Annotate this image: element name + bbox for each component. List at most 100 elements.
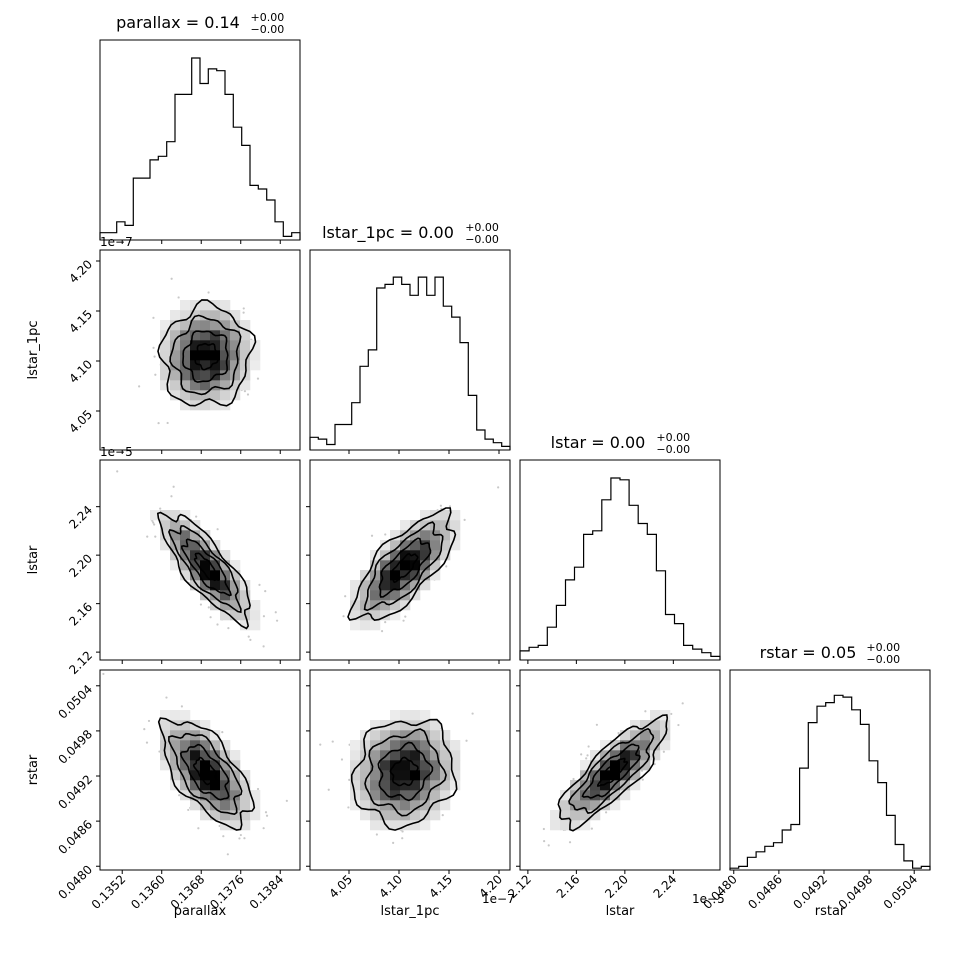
density-cell <box>210 320 221 331</box>
density-cell <box>220 550 231 561</box>
title-upper-error: +0.00 <box>866 641 900 654</box>
density-cell <box>370 730 381 741</box>
sample-point <box>158 750 161 753</box>
density-cell <box>430 730 441 741</box>
sample-point <box>221 731 224 734</box>
sample-point <box>380 630 384 633</box>
density-cell <box>410 580 421 591</box>
sample-point <box>384 533 387 536</box>
sample-point <box>165 696 168 699</box>
contour-line <box>192 756 219 787</box>
density-cell <box>220 380 231 391</box>
y-axis-label-rstar: rstar <box>26 754 41 785</box>
density-cell <box>190 320 201 331</box>
sample-point <box>199 603 203 606</box>
density-cell <box>450 780 461 791</box>
panel-frame-2-1 <box>309 459 511 661</box>
density-cell <box>380 770 391 781</box>
y-axis-label-lstar: lstar <box>26 545 41 574</box>
density-cell <box>220 320 231 331</box>
density-cell <box>570 790 581 801</box>
contour-line <box>168 732 243 816</box>
sample-point <box>331 740 334 743</box>
y-tick-label: 4.15 <box>66 307 95 336</box>
density-cell <box>620 780 631 791</box>
density-cell <box>160 350 171 361</box>
x-tick-label: 0.1384 <box>247 872 287 912</box>
density-cell <box>240 350 251 361</box>
density-cell <box>220 360 231 371</box>
density-cell <box>560 790 571 801</box>
density-cell <box>410 710 421 721</box>
density-cell <box>380 720 391 731</box>
density-cell <box>370 820 381 831</box>
contour-line <box>168 525 242 614</box>
density-cell <box>430 810 441 821</box>
density-cell <box>190 300 201 311</box>
density-cell <box>370 720 381 731</box>
density-cell <box>250 790 261 801</box>
density-cell <box>380 600 391 611</box>
density-cell <box>160 710 171 721</box>
contour-line <box>179 743 230 801</box>
density-cell <box>180 400 191 411</box>
sample-point <box>392 841 395 845</box>
density-cell <box>580 760 591 771</box>
density-cell <box>190 790 201 801</box>
x-axis-label-rstar: rstar <box>815 904 846 919</box>
density-cell <box>570 780 581 791</box>
density-cell <box>190 330 201 341</box>
density-cell <box>220 390 231 401</box>
density-cell <box>190 360 201 371</box>
density-cell <box>190 800 201 811</box>
density-cell <box>190 560 201 571</box>
density-cell <box>370 800 381 811</box>
density-cell <box>440 540 451 551</box>
density-cell <box>230 560 241 571</box>
density-cell <box>200 750 211 761</box>
density-cell <box>430 560 441 571</box>
density-cell <box>360 790 371 801</box>
density-cell <box>410 530 421 541</box>
sample-point <box>580 753 583 756</box>
density-cell <box>240 770 251 781</box>
density-cell <box>170 390 181 401</box>
density-cell <box>180 720 191 731</box>
density-cell <box>420 570 431 581</box>
density-cell <box>550 820 561 831</box>
sample-point <box>222 835 225 838</box>
sample-point <box>227 626 230 630</box>
density-cell <box>390 800 401 811</box>
density-cell <box>160 380 171 391</box>
sample-point <box>146 535 149 538</box>
density-cell <box>440 800 451 811</box>
density-cell <box>210 740 221 751</box>
density-cell <box>210 360 221 371</box>
density-cell <box>400 770 411 781</box>
density-cell <box>420 790 431 801</box>
density-panel-3-1 <box>319 710 474 845</box>
sample-point <box>170 277 173 280</box>
density-panel-3-2 <box>542 702 684 847</box>
density-cell <box>230 580 241 591</box>
density-cell <box>150 510 161 521</box>
y-tick-label: 2.12 <box>66 648 95 677</box>
density-cell <box>200 810 211 821</box>
density-cell <box>170 310 181 321</box>
density-cell <box>620 730 631 741</box>
sample-point <box>256 787 260 791</box>
panel-frame-2-2 <box>519 459 721 661</box>
density-cell <box>170 360 181 371</box>
density-cell <box>160 520 171 531</box>
density-cell <box>220 370 231 381</box>
sample-point <box>448 505 452 508</box>
sample-point <box>157 422 160 425</box>
density-cell <box>210 570 221 581</box>
sample-point <box>265 814 269 817</box>
density-cell <box>160 530 171 541</box>
density-cell <box>240 820 251 831</box>
density-cell <box>220 790 231 801</box>
density-cell <box>360 770 371 781</box>
title-upper-error: +0.00 <box>251 11 285 24</box>
x-tick-label: 2.16 <box>554 872 583 901</box>
